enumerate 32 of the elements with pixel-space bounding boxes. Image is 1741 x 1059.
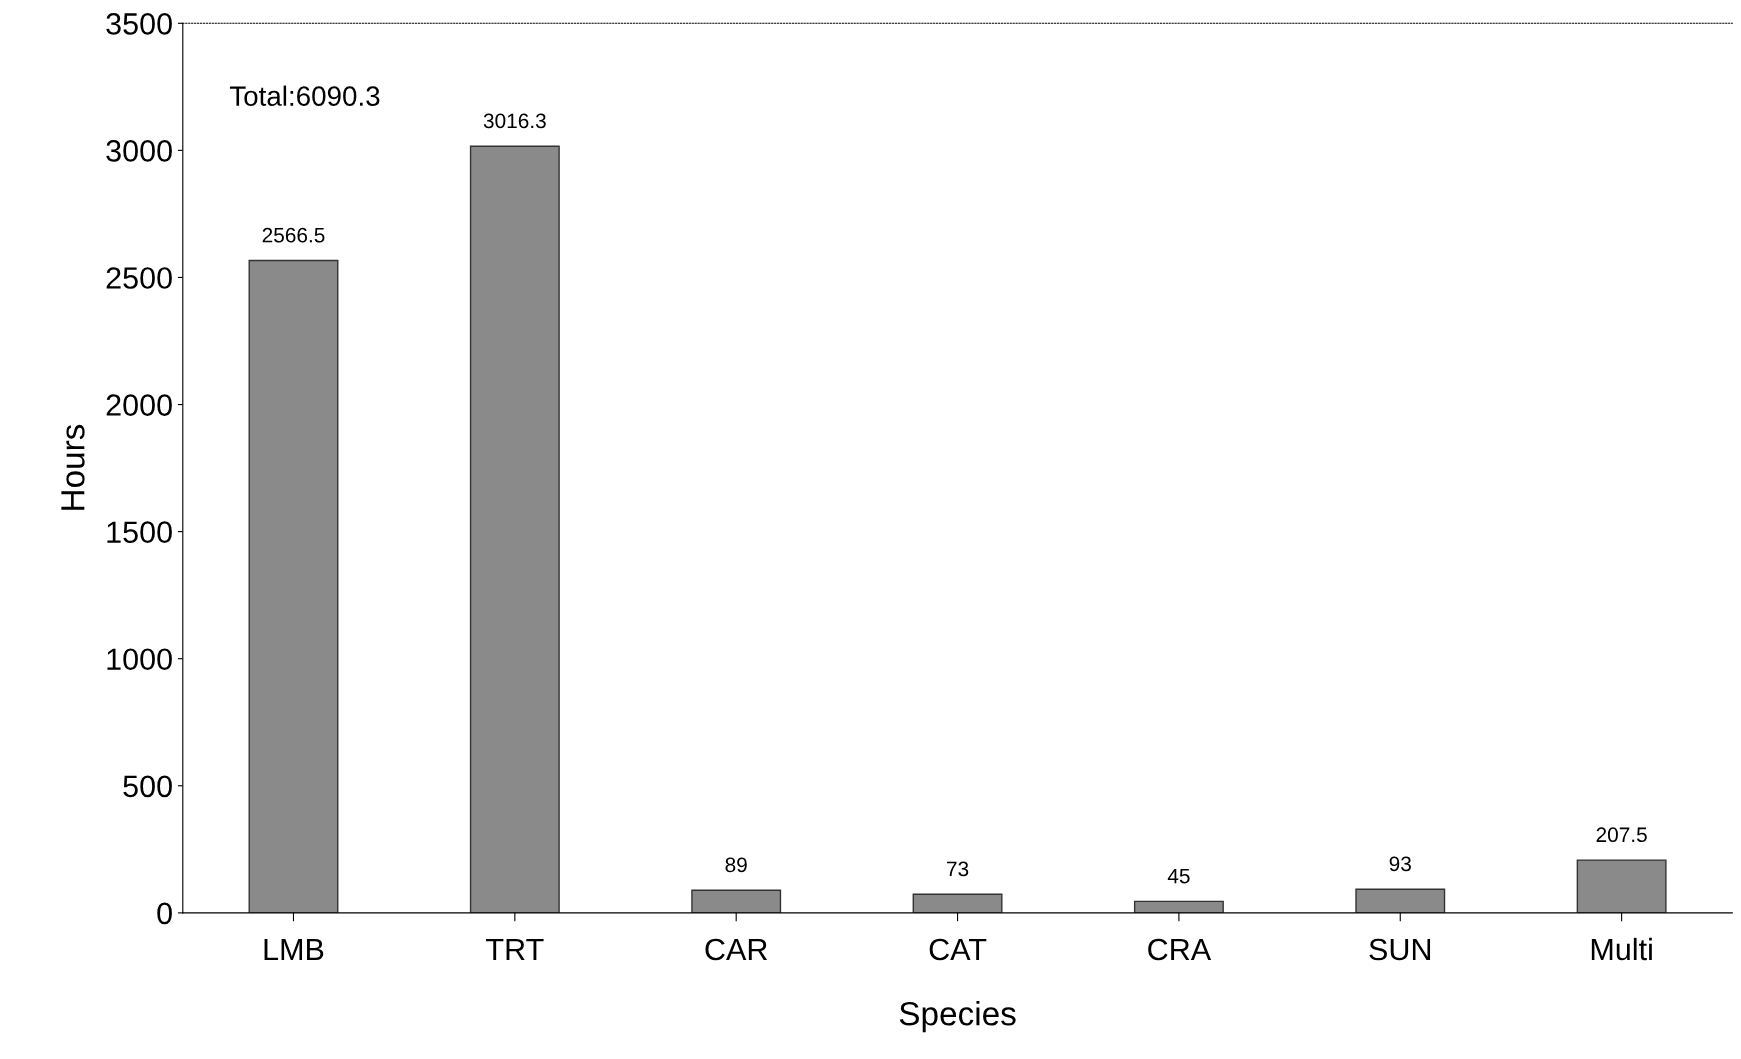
bar [1133,900,1224,913]
y-tick-label: 1000 [107,648,172,671]
x-tick-label: TRT [486,938,544,960]
x-tick-label: CAR [705,938,768,961]
data-label: 3016.3 [483,113,546,129]
y-tick-label: 3000 [106,140,172,162]
y-tick-label: 0 [157,902,172,925]
y-tick-label: 500 [123,775,172,798]
x-tick-label: LMB [264,938,324,960]
y-tick-label: 2000 [106,394,172,416]
y-tick-label: 1500 [107,521,172,543]
x-tick-label: CRA [1148,938,1212,961]
data-label: 93 [1389,856,1411,872]
bar [469,145,560,913]
data-label: 45 [1167,868,1190,884]
x-tick-label: SUN [1369,938,1431,961]
bar [691,889,782,913]
data-label: 89 [725,857,747,873]
bar [1355,888,1446,913]
annotation: Total:6090.3 [229,85,380,106]
x-axis-title: Species [899,1001,1016,1033]
bar [248,259,339,913]
data-label: 73 [947,861,969,877]
y-tick-label: 2500 [106,267,172,289]
x-tick-label: CAT [929,938,987,961]
bar [1576,859,1667,913]
x-tick-label: Multi [1591,937,1652,961]
y-tick-label: 3500 [106,13,172,35]
y-axis-title: Hours [61,424,85,510]
data-label: 207.5 [1596,827,1647,843]
data-label: 2566.5 [262,227,325,243]
bar [912,893,1003,913]
